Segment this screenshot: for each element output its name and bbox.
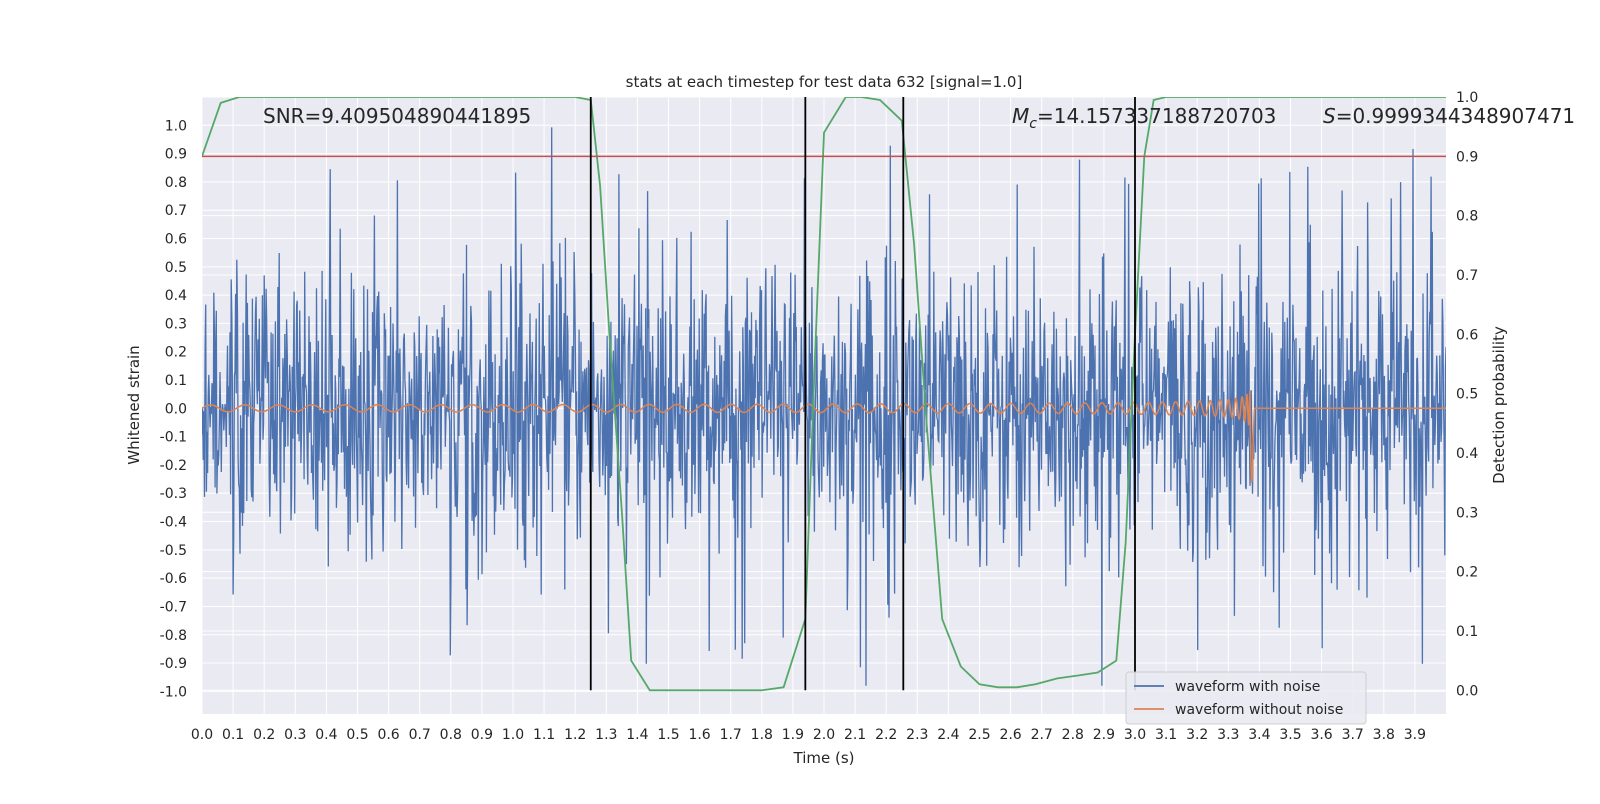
x-tick-label: 1.4 xyxy=(626,727,648,743)
y-right-tick-label: 0.2 xyxy=(1456,565,1478,581)
y-left-tick-label: -0.3 xyxy=(160,486,187,502)
y-left-tick-label: -0.2 xyxy=(160,458,187,474)
x-tick-label: 2.4 xyxy=(937,727,959,743)
series-waveform-without-noise xyxy=(202,390,1446,483)
x-tick-label: 1.3 xyxy=(595,727,617,743)
y-left-tick-label: 0.3 xyxy=(165,316,187,332)
x-tick-label: 2.8 xyxy=(1062,727,1084,743)
x-tick-label: 1.1 xyxy=(533,727,555,743)
x-tick-label: 3.5 xyxy=(1279,727,1301,743)
x-tick-label: 2.9 xyxy=(1093,727,1115,743)
x-tick-label: 1.6 xyxy=(688,727,710,743)
x-tick-label: 3.8 xyxy=(1373,727,1395,743)
x-tick-label: 1.5 xyxy=(657,727,679,743)
y-right-tick-label: 0.7 xyxy=(1456,268,1478,284)
x-tick-label: 3.9 xyxy=(1404,727,1426,743)
y-left-tick-label: 0.2 xyxy=(165,345,187,361)
x-tick-label: 0.8 xyxy=(440,727,462,743)
y-left-tick-label: 0.1 xyxy=(165,373,187,389)
y-right-tick-label: 0.5 xyxy=(1456,387,1478,403)
y-left-tick-label: 0.0 xyxy=(165,401,187,417)
x-tick-label: 0.1 xyxy=(222,727,244,743)
legend-label-clean: waveform without noise xyxy=(1175,702,1343,718)
y-right-tick-label: 0.8 xyxy=(1456,209,1478,225)
x-tick-label: 0.4 xyxy=(315,727,337,743)
significance-annotation: S=0.9999344348907471 xyxy=(1323,104,1575,128)
y-right-tick-label: 0.1 xyxy=(1456,624,1478,640)
series-detection-probability xyxy=(202,97,1446,692)
x-tick-label: 3.3 xyxy=(1217,727,1239,743)
chirp-mass-annotation: Mc=14.157337188720703 xyxy=(1012,104,1276,132)
x-tick-label: 2.6 xyxy=(999,727,1021,743)
x-tick-label: 3.4 xyxy=(1248,727,1270,743)
y-left-tick-label: 1.0 xyxy=(165,118,187,134)
x-tick-label: 0.6 xyxy=(377,727,399,743)
x-tick-label: 1.0 xyxy=(502,727,524,743)
y-left-tick-label: -0.7 xyxy=(160,599,187,615)
x-tick-label: 1.7 xyxy=(720,727,742,743)
y-right-tick-label: 0.4 xyxy=(1456,446,1478,462)
decision-lines xyxy=(589,97,1136,691)
x-tick-label: 3.6 xyxy=(1310,727,1332,743)
y-left-tick-label: -0.4 xyxy=(160,515,187,531)
x-tick-label: 3.7 xyxy=(1342,727,1364,743)
x-axis-ticks: 0.0 0.1 0.2 0.3 0.4 0.5 0.6 0.7 0.8 0.9 1.0 1.1 1.2 1… xyxy=(191,727,1426,743)
right-axis-ticks: 1.0 0.9 0.8 0.7 0.6 0.5 0.4 0.3 0.2 0.1 0.0 xyxy=(1456,90,1478,699)
x-tick-label: 2.0 xyxy=(813,727,835,743)
x-tick-label: 3.0 xyxy=(1124,727,1146,743)
y-left-tick-label: -0.6 xyxy=(160,571,187,587)
y-left-tick-label: -1.0 xyxy=(160,684,187,700)
chirp-mass-symbol: M xyxy=(1012,104,1029,128)
y-axis-left-label: Whitened strain xyxy=(125,345,143,464)
y-left-tick-label: 0.8 xyxy=(165,175,187,191)
snr-annotation: SNR=9.409504890441895 xyxy=(263,104,531,128)
x-tick-label: 2.1 xyxy=(844,727,866,743)
y-left-tick-label: -0.5 xyxy=(160,543,187,559)
chirp-mass-subscript: c xyxy=(1029,116,1037,132)
y-right-tick-label: 0.3 xyxy=(1456,505,1478,521)
chirp-mass-value: =14.157337188720703 xyxy=(1037,104,1276,128)
y-left-tick-label: 0.4 xyxy=(165,288,187,304)
series-layer xyxy=(202,97,1446,692)
y-left-tick-label: -0.1 xyxy=(160,430,187,446)
legend-box xyxy=(1125,671,1367,725)
x-tick-label: 1.2 xyxy=(564,727,586,743)
y-left-tick-label: 0.9 xyxy=(165,147,187,163)
y-right-tick-label: 1.0 xyxy=(1456,90,1478,106)
x-tick-label: 1.9 xyxy=(782,727,804,743)
y-left-tick-label: -0.8 xyxy=(160,628,187,644)
y-axis-right-label: Detection probability xyxy=(1490,326,1508,484)
x-tick-label: 0.2 xyxy=(253,727,275,743)
x-tick-label: 0.0 xyxy=(191,727,213,743)
x-tick-label: 0.7 xyxy=(409,727,431,743)
x-tick-label: 0.9 xyxy=(471,727,493,743)
x-tick-label: 1.8 xyxy=(751,727,773,743)
significance-value: =0.9999344348907471 xyxy=(1336,104,1575,128)
x-tick-label: 2.2 xyxy=(875,727,897,743)
y-right-tick-label: 0.9 xyxy=(1456,149,1478,165)
x-tick-label: 0.3 xyxy=(284,727,306,743)
legend: waveform with noise waveform without noi… xyxy=(1125,671,1367,725)
y-left-tick-label: 0.6 xyxy=(165,232,187,248)
y-left-tick-label: -0.9 xyxy=(160,656,187,672)
y-left-tick-label: 0.5 xyxy=(165,260,187,276)
y-left-tick-label: 0.7 xyxy=(165,203,187,219)
legend-label-noise: waveform with noise xyxy=(1175,679,1320,695)
left-axis-ticks: 1.0 0.9 0.8 0.7 0.6 0.5 0.4 0.3 0.2 0.1 0.0 -0.1 -0.… xyxy=(160,118,187,700)
x-tick-label: 2.3 xyxy=(906,727,928,743)
y-right-tick-label: 0.6 xyxy=(1456,327,1478,343)
x-tick-label: 3.2 xyxy=(1186,727,1208,743)
x-tick-label: 3.1 xyxy=(1155,727,1177,743)
x-tick-label: 0.5 xyxy=(346,727,368,743)
x-tick-label: 2.5 xyxy=(968,727,990,743)
y-right-tick-label: 0.0 xyxy=(1456,683,1478,699)
x-axis-label: Time (s) xyxy=(793,749,855,767)
x-tick-label: 2.7 xyxy=(1031,727,1053,743)
significance-symbol: S xyxy=(1323,104,1336,128)
chart-title: stats at each timestep for test data 632… xyxy=(626,73,1023,91)
